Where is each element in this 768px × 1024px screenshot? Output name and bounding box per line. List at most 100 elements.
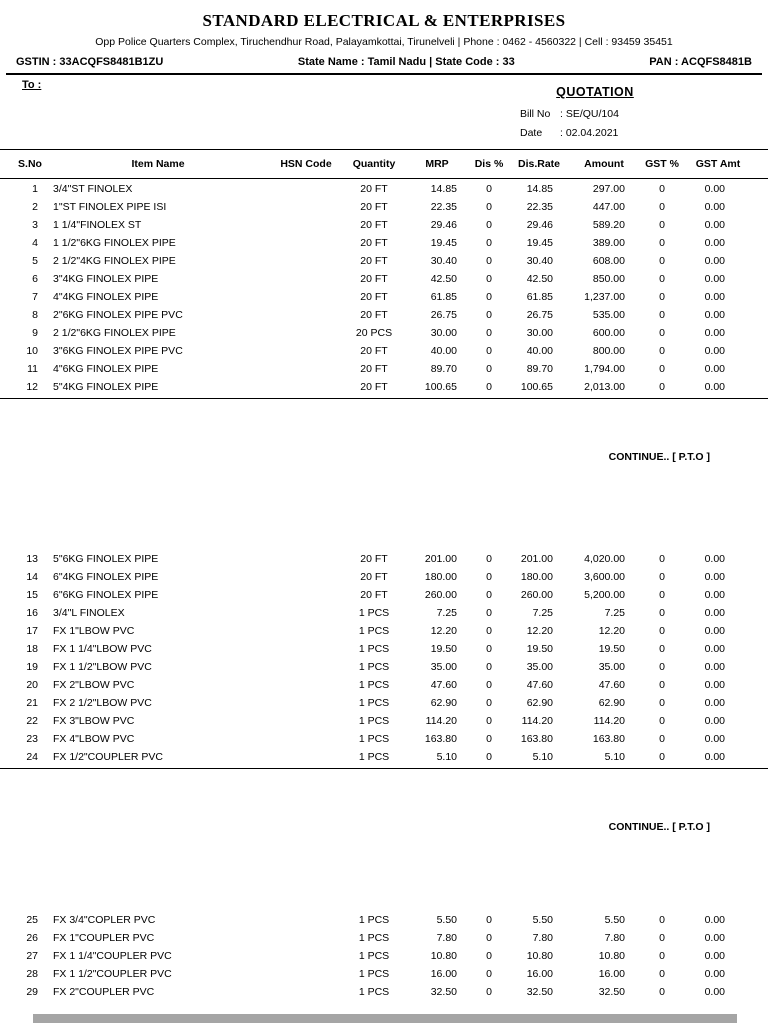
- cell-hsn-code: [271, 306, 341, 324]
- cell-mrp: 19.50: [430, 643, 457, 655]
- gstin-text: GSTIN : 33ACQFS8481B1ZU: [16, 56, 164, 68]
- cell-sno: 18: [26, 643, 38, 655]
- cell-gst-amt: 0.00: [704, 309, 725, 321]
- cell-item-name: 4"4KG FINOLEX PIPE: [53, 291, 159, 303]
- cell-gst-amt: 0.00: [704, 553, 725, 565]
- cell-dis-rate: 42.50: [526, 273, 553, 285]
- cell-amount: 62.90: [598, 697, 625, 709]
- cell-gst-pct: 0: [659, 986, 665, 998]
- cell-amount: 1,237.00: [584, 291, 625, 303]
- cell-gst-amt: 0.00: [704, 733, 725, 745]
- table-row: 9 2 1/2"6KG FINOLEX PIPE 20 PCS 30.00 0 30.00…: [0, 324, 768, 342]
- cell-gst-pct: 0: [659, 950, 665, 962]
- cell-gst-amt: 0.00: [704, 291, 725, 303]
- cell-amount: 600.00: [592, 327, 625, 339]
- cell-gst-pct: 0: [659, 643, 665, 655]
- cell-gst-pct: 0: [659, 932, 665, 944]
- cell-mrp: 35.00: [430, 661, 457, 673]
- cell-quantity: 20 FT: [360, 309, 388, 321]
- cell-gst-amt: 0.00: [704, 327, 725, 339]
- cell-hsn-code: [271, 911, 341, 929]
- cell-dis-rate: 10.80: [526, 950, 553, 962]
- cell-gst-pct: 0: [659, 751, 665, 763]
- cell-quantity: 20 FT: [360, 571, 388, 583]
- cell-mrp: 40.00: [430, 345, 457, 357]
- cell-gst-amt: 0.00: [704, 643, 725, 655]
- cell-item-name: 1 1/2"6KG FINOLEX PIPE: [53, 237, 176, 249]
- cell-amount: 5.10: [604, 751, 625, 763]
- meta-block: To : QUOTATION Bill No: SE/QU/104 Date: …: [0, 75, 768, 149]
- date-line: Date: 02.04.2021: [520, 127, 618, 139]
- cell-quantity: 1 PCS: [358, 661, 390, 673]
- cell-quantity: 1 PCS: [358, 914, 390, 926]
- cell-dis-pct: 0: [486, 715, 492, 727]
- cell-hsn-code: [271, 234, 341, 252]
- cell-hsn-code: [271, 216, 341, 234]
- cell-quantity: 1 PCS: [358, 715, 390, 727]
- col-header-quantity: Quantity: [352, 158, 396, 170]
- cell-gst-pct: 0: [659, 914, 665, 926]
- cell-gst-pct: 0: [659, 589, 665, 601]
- table-row: 24 FX 1/2"COUPLER PVC 1 PCS 5.10 0 5.10 5.10 0 0…: [0, 748, 768, 766]
- cell-hsn-code: [271, 748, 341, 766]
- registration-row: GSTIN : 33ACQFS8481B1ZU State Name : Tam…: [0, 49, 768, 73]
- cell-quantity: 1 PCS: [358, 679, 390, 691]
- cell-mrp: 16.00: [430, 968, 457, 980]
- cell-quantity: 20 FT: [360, 381, 388, 393]
- cell-gst-amt: 0.00: [704, 363, 725, 375]
- cell-dis-rate: 5.50: [532, 914, 553, 926]
- table-header-row: S.No Item Name HSN Code Quantity MRP Dis…: [0, 149, 768, 179]
- cell-hsn-code: [271, 947, 341, 965]
- cell-item-name: FX 1 1/2"LBOW PVC: [53, 661, 152, 673]
- table-row: 11 4"6KG FINOLEX PIPE 20 FT 89.70 0 89.70 1,79…: [0, 360, 768, 378]
- cell-item-name: FX 2 1/2"LBOW PVC: [53, 697, 152, 709]
- col-header-item-name: Item Name: [131, 158, 185, 170]
- cell-amount: 1,794.00: [584, 363, 625, 375]
- cell-item-name: 6"6KG FINOLEX PIPE: [53, 589, 159, 601]
- cell-amount: 447.00: [592, 201, 625, 213]
- cell-amount: 16.00: [598, 968, 625, 980]
- cell-dis-rate: 260.00: [520, 589, 553, 601]
- cell-amount: 47.60: [598, 679, 625, 691]
- cell-dis-pct: 0: [486, 553, 492, 565]
- cell-gst-pct: 0: [659, 291, 665, 303]
- cell-dis-rate: 19.45: [526, 237, 553, 249]
- cell-dis-pct: 0: [486, 273, 492, 285]
- cell-gst-amt: 0.00: [704, 679, 725, 691]
- cell-quantity: 1 PCS: [358, 643, 390, 655]
- cell-gst-amt: 0.00: [704, 237, 725, 249]
- cell-amount: 4,020.00: [584, 553, 625, 565]
- cell-sno: 27: [26, 950, 38, 962]
- table-row: 28 FX 1 1/2"COUPLER PVC 1 PCS 16.00 0 16.00 16…: [0, 965, 768, 983]
- col-header-gst-amt: GST Amt: [695, 158, 741, 170]
- cell-gst-amt: 0.00: [704, 255, 725, 267]
- cell-dis-pct: 0: [486, 932, 492, 944]
- cell-sno: 7: [32, 291, 38, 303]
- cell-dis-pct: 0: [486, 643, 492, 655]
- cell-hsn-code: [271, 965, 341, 983]
- cell-quantity: 1 PCS: [358, 607, 390, 619]
- cell-dis-rate: 26.75: [526, 309, 553, 321]
- cell-sno: 9: [32, 327, 38, 339]
- table-row: 13 5"6KG FINOLEX PIPE 20 FT 201.00 0 201.00 4,…: [0, 550, 768, 568]
- cell-gst-pct: 0: [659, 625, 665, 637]
- table-section-1: 1 3/4"ST FINOLEX 20 FT 14.85 0 14.85 297.00 0 0.…: [0, 179, 768, 399]
- cell-dis-rate: 29.46: [526, 219, 553, 231]
- cell-mrp: 29.46: [430, 219, 457, 231]
- table-row: 6 3"4KG FINOLEX PIPE 20 FT 42.50 0 42.50 850.0…: [0, 270, 768, 288]
- table-row: 15 6"6KG FINOLEX PIPE 20 FT 260.00 0 260.00 5,…: [0, 586, 768, 604]
- cell-gst-pct: 0: [659, 381, 665, 393]
- cell-dis-rate: 114.20: [521, 715, 553, 727]
- cell-mrp: 47.60: [430, 679, 457, 691]
- cell-mrp: 62.90: [430, 697, 457, 709]
- table-row: 2 1"ST FINOLEX PIPE ISI 20 FT 22.35 0 22.35 44…: [0, 198, 768, 216]
- cell-gst-pct: 0: [659, 273, 665, 285]
- cell-dis-rate: 35.00: [526, 661, 553, 673]
- cell-sno: 19: [26, 661, 38, 673]
- cell-mrp: 5.50: [436, 914, 457, 926]
- cell-gst-amt: 0.00: [704, 697, 725, 709]
- cell-sno: 21: [26, 697, 38, 709]
- cell-amount: 389.00: [592, 237, 625, 249]
- cell-mrp: 42.50: [430, 273, 457, 285]
- cell-quantity: 1 PCS: [358, 950, 390, 962]
